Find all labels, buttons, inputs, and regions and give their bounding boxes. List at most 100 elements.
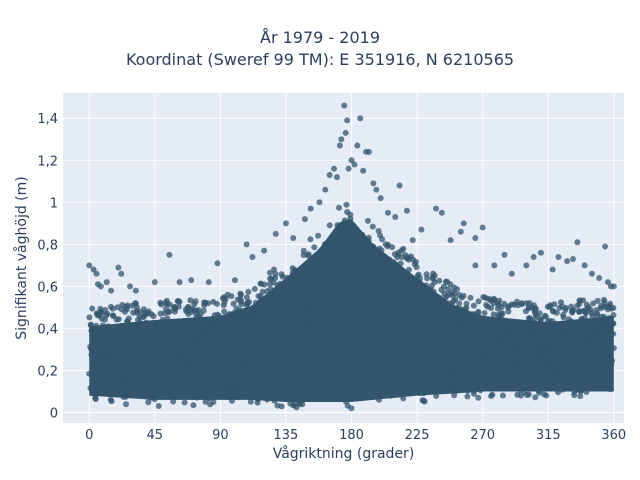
scatter-point-30 <box>336 142 343 149</box>
cloud-point <box>322 292 329 299</box>
cloud-point <box>206 322 213 329</box>
cloud-point <box>120 370 127 377</box>
cloud-point <box>526 367 533 374</box>
cloud-point <box>208 393 214 400</box>
cloud-point <box>250 315 257 321</box>
cloud-point <box>545 360 552 367</box>
cloud-point <box>113 316 120 323</box>
cloud-point <box>123 401 129 408</box>
cloud-point <box>93 372 100 379</box>
cloud-point <box>100 344 107 351</box>
cloud-point <box>346 222 353 229</box>
cloud-point <box>198 327 205 334</box>
cloud-point <box>544 303 551 310</box>
scatter-point-26 <box>322 186 329 193</box>
cloud-point <box>405 294 412 301</box>
cloud-point <box>279 319 286 326</box>
cloud-point <box>556 369 563 376</box>
cloud-point <box>310 275 317 281</box>
cloud-point <box>286 379 293 386</box>
x-tick-label-6: 270 <box>470 428 495 443</box>
cloud-point <box>273 334 280 341</box>
cloud-point <box>418 290 425 297</box>
cloud-point <box>538 316 544 323</box>
cloud-point <box>99 367 106 374</box>
cloud-point <box>317 306 324 313</box>
cloud-point <box>360 343 367 350</box>
cloud-point <box>284 274 291 281</box>
cloud-point <box>393 364 400 371</box>
cloud-point <box>510 378 517 385</box>
cloud-point <box>211 323 218 330</box>
cloud-point <box>338 307 345 314</box>
cloud-point <box>277 280 284 287</box>
scatter-point-65 <box>549 266 556 273</box>
cloud-point <box>255 353 262 360</box>
scatter-point-43 <box>370 180 377 187</box>
cloud-point <box>522 375 529 382</box>
cloud-point <box>498 356 505 363</box>
cloud-point <box>467 335 474 342</box>
chart-title-line-2: Koordinat (Sweref 99 TM): E 351916, N 62… <box>125 50 515 69</box>
cloud-point <box>235 319 242 326</box>
scatter-point-34 <box>344 117 351 124</box>
cloud-point <box>322 370 329 376</box>
cloud-point <box>338 352 345 359</box>
cloud-point <box>281 294 288 301</box>
cloud-point <box>606 371 613 378</box>
cloud-point <box>166 322 173 329</box>
cloud-point <box>247 398 254 405</box>
cloud-point <box>221 299 228 305</box>
cloud-point <box>300 281 307 288</box>
cloud-point <box>367 247 374 254</box>
cloud-point <box>311 292 318 299</box>
cloud-point <box>373 317 380 324</box>
cloud-point <box>342 241 349 247</box>
scatter-point-73 <box>602 243 609 250</box>
cloud-point <box>597 305 604 312</box>
cloud-point <box>354 290 360 297</box>
cloud-point <box>247 341 253 348</box>
cloud-point <box>299 330 306 337</box>
cloud-point <box>90 381 97 388</box>
cloud-point <box>280 335 287 342</box>
cloud-point <box>198 332 205 339</box>
scatter-point-20 <box>272 230 279 237</box>
cloud-point <box>206 384 213 391</box>
scatter-point-69 <box>574 239 581 246</box>
cloud-point <box>339 342 346 348</box>
scatter-point-45 <box>377 195 384 202</box>
cloud-point <box>299 355 306 362</box>
cloud-point <box>583 389 590 395</box>
cloud-point <box>373 303 380 310</box>
cloud-point <box>330 290 337 297</box>
cloud-point <box>154 362 161 369</box>
scatter-point-35 <box>345 165 352 172</box>
cloud-point <box>167 345 174 352</box>
cloud-point <box>475 310 481 317</box>
cloud-point <box>523 337 530 344</box>
cloud-point <box>109 312 116 319</box>
cloud-point <box>435 379 442 386</box>
cloud-point <box>404 366 411 373</box>
cloud-point <box>367 258 373 265</box>
cloud-point <box>123 318 130 325</box>
cloud-point <box>332 250 339 257</box>
scatter-point-70 <box>581 262 588 269</box>
cloud-point <box>103 324 109 331</box>
cloud-point <box>185 311 192 317</box>
cloud-point <box>460 354 467 360</box>
cloud-point <box>425 308 432 315</box>
cloud-point <box>101 316 108 323</box>
cloud-point <box>335 279 341 286</box>
cloud-point <box>471 354 477 361</box>
cloud-point <box>217 343 224 350</box>
cloud-point <box>377 267 383 274</box>
cloud-point <box>610 312 617 318</box>
cloud-point <box>304 392 311 399</box>
cloud-point <box>326 222 333 229</box>
cloud-point <box>261 344 267 351</box>
scatter-point-67 <box>564 258 571 265</box>
cloud-point <box>364 285 371 292</box>
cloud-point <box>503 323 510 330</box>
